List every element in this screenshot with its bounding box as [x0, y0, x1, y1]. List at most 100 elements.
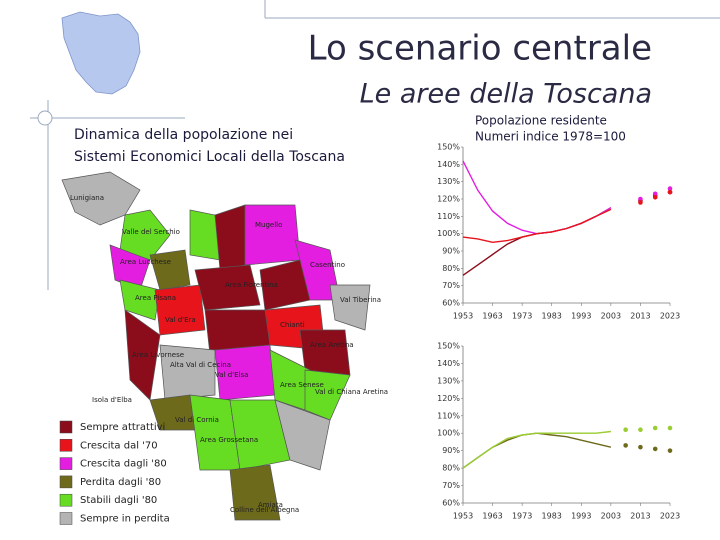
map: [61, 171, 371, 521]
y-tick-label: 80%: [442, 464, 460, 473]
data-point: [652, 191, 658, 197]
map-area: [119, 279, 161, 321]
series-line: [462, 207, 612, 276]
x-tick-label: 2003: [601, 312, 621, 321]
map-label: Val di Chiana Aretina: [315, 388, 388, 396]
x-tick-label: 2023: [660, 512, 680, 521]
series-line: [462, 432, 612, 469]
x-tick-label: 1973: [512, 312, 532, 321]
map-label: Isola d'Elba: [92, 396, 132, 404]
map-label: Mugello: [255, 221, 282, 229]
legend-swatch: [59, 420, 73, 434]
legend-swatch: [59, 475, 73, 489]
map-label: Amiata: [258, 501, 283, 509]
y-tick-label: 120%: [437, 394, 460, 403]
map-label: Chianti: [280, 321, 305, 329]
chart-title: Popolazione residente: [475, 114, 607, 128]
data-point: [638, 196, 643, 202]
slide-subtitle: Le aree della Toscana: [360, 79, 652, 110]
map-title: Dinamica della popolazione nei: [74, 127, 293, 143]
x-tick-label: 1953: [453, 512, 473, 521]
data-point: [652, 425, 658, 431]
y-tick-label: 150%: [437, 342, 460, 351]
thumbnail-map: [61, 11, 141, 95]
y-tick-label: 100%: [437, 229, 460, 238]
chart-subtitle: Numeri indice 1978=100: [475, 130, 626, 144]
y-tick-label: 110%: [437, 212, 460, 221]
map-area: [329, 284, 371, 331]
data-point: [667, 448, 673, 453]
map-label: Casentino: [310, 261, 345, 269]
legend-label: Sempre attrattivi: [80, 422, 165, 433]
x-tick-label: 1983: [542, 512, 562, 521]
data-point: [638, 444, 643, 450]
x-tick-label: 1973: [512, 512, 532, 521]
map-label: Area Lucchese: [120, 258, 171, 266]
map-label: Val Tiberina: [340, 296, 381, 304]
x-tick-label: 1993: [571, 312, 591, 321]
legend-label: Crescita dal '70: [80, 440, 158, 451]
map-label: Area Grossetana: [200, 436, 258, 444]
y-tick-label: 130%: [437, 376, 460, 385]
map-label: Area Senese: [280, 381, 324, 389]
legend: Sempre attrattivi Crescita dal '70 Crescit…: [59, 420, 170, 525]
y-tick-label: 90%: [442, 446, 460, 455]
y-tick-label: 80%: [442, 264, 460, 273]
x-tick-label: 1983: [542, 312, 562, 321]
map-label: Val d'Era: [165, 316, 196, 324]
map-area: [149, 249, 191, 291]
map-area: [154, 284, 206, 336]
legend-label: Sempre in perdita: [80, 514, 170, 525]
slide-title: Lo scenario centrale: [308, 29, 652, 69]
map-label: Colline dell'Albegna: [230, 506, 299, 514]
y-tick-label: 120%: [437, 195, 460, 204]
map-area: [214, 204, 246, 271]
map-label: Lunigiana: [70, 194, 104, 202]
decor-circle: [37, 110, 53, 126]
y-tick-label: 90%: [442, 247, 460, 256]
map-title: Sistemi Economici Locali della Toscana: [74, 149, 345, 165]
x-tick-label: 1953: [453, 312, 473, 321]
data-point: [638, 200, 643, 205]
y-tick-label: 60%: [442, 499, 460, 508]
data-point: [667, 186, 673, 191]
series-line: [462, 208, 612, 244]
data-point: [638, 427, 643, 433]
x-tick-label: 2003: [601, 512, 621, 521]
x-tick-label: 1963: [482, 512, 502, 521]
y-tick-label: 100%: [437, 429, 460, 438]
legend-swatch: [59, 493, 73, 507]
y-tick-label: 70%: [442, 281, 460, 290]
x-tick-label: 2013: [630, 312, 650, 321]
data-point: [652, 446, 658, 452]
map-label: Area Aretina: [310, 341, 354, 349]
map-area: [229, 464, 281, 521]
y-tick-label: 150%: [437, 143, 460, 152]
legend-swatch: [59, 457, 73, 470]
legend-label: Perdita dagli '80: [80, 477, 161, 488]
series-line: [462, 160, 612, 235]
map-label: Valle del Serchio: [122, 228, 180, 236]
y-tick-label: 110%: [437, 411, 460, 420]
x-tick-label: 2023: [660, 312, 680, 321]
map-area: [274, 399, 331, 471]
data-point: [667, 425, 673, 431]
data-point: [623, 443, 628, 448]
data-point: [667, 189, 673, 195]
x-tick-label: 1963: [482, 312, 502, 321]
legend-swatch: [59, 512, 73, 525]
map-area: [194, 264, 261, 311]
x-tick-label: 2013: [630, 512, 650, 521]
data-point: [623, 427, 628, 433]
map-label: Area Fiorentina: [225, 281, 278, 289]
y-tick-label: 70%: [442, 481, 460, 490]
series-line: [462, 430, 611, 469]
map-label: Area Livornese: [132, 351, 184, 359]
map-label: Val di Cornia: [175, 416, 219, 424]
map-labels: Lunigiana Valle del Serchio Area Lucchese A…: [70, 194, 388, 514]
x-tick-label: 1993: [571, 512, 591, 521]
legend-label: Crescita dagli '80: [80, 459, 167, 470]
map-area: [119, 209, 171, 261]
